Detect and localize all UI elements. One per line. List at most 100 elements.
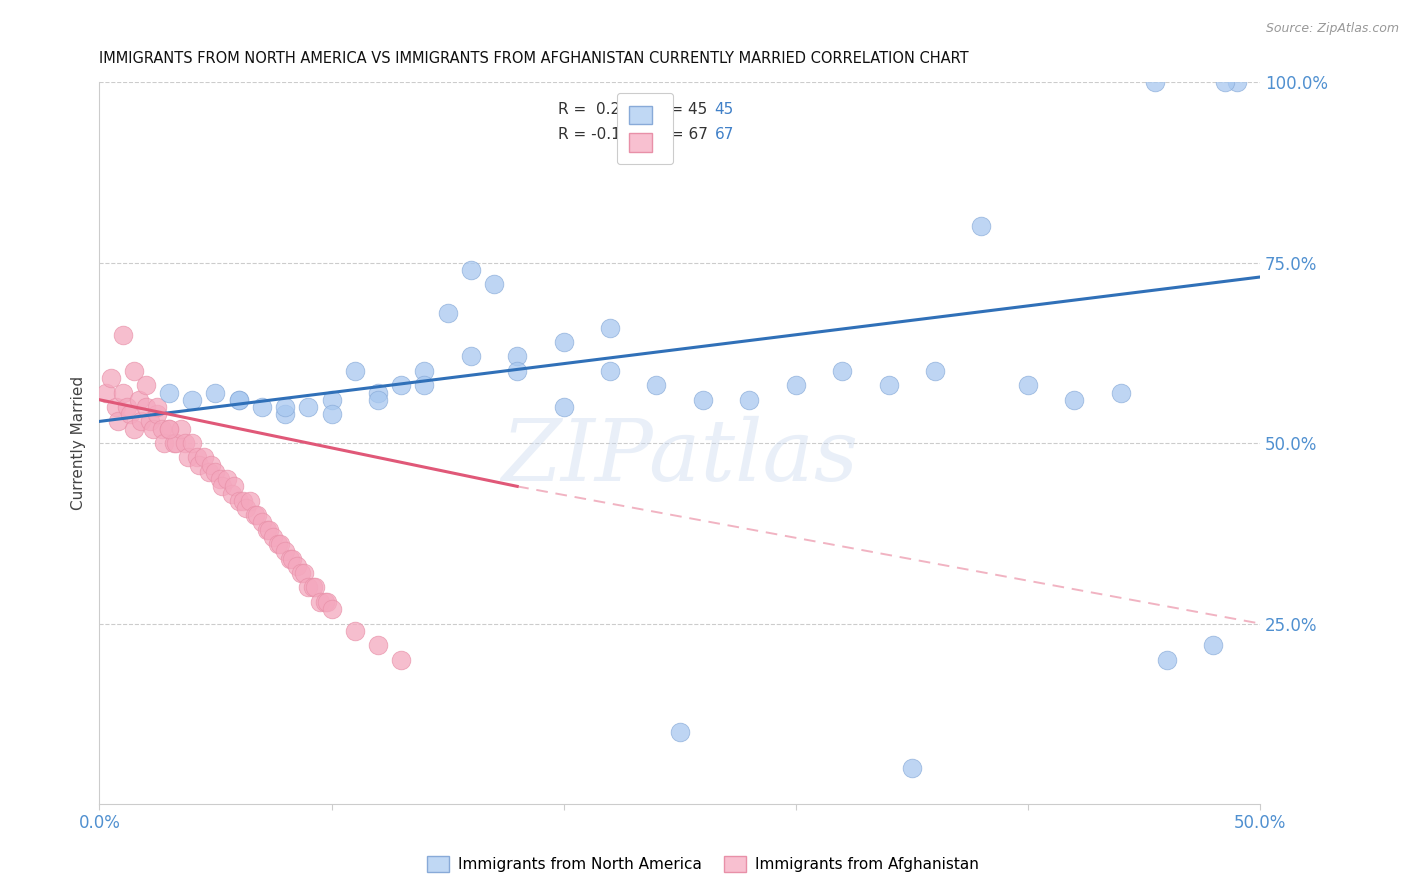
Text: ZIPatlas: ZIPatlas [501, 417, 858, 499]
Point [274, 544, 297, 558]
Point [304, 581, 326, 595]
Point [367, 385, 389, 400]
Point [482, 277, 505, 292]
Point [281, 551, 304, 566]
Point [269, 537, 291, 551]
Point [222, 479, 245, 493]
Point [193, 450, 215, 465]
Point [297, 400, 319, 414]
Point [302, 581, 325, 595]
Point [153, 436, 176, 450]
Point [118, 407, 141, 421]
Point [197, 465, 219, 479]
Point [250, 516, 273, 530]
Text: 45: 45 [714, 102, 734, 117]
Point [135, 378, 157, 392]
Point [1109, 385, 1132, 400]
Point [186, 450, 208, 465]
Point [343, 364, 366, 378]
Point [139, 414, 162, 428]
Point [315, 595, 337, 609]
Point [111, 327, 134, 342]
Point [200, 458, 222, 472]
Point [257, 523, 280, 537]
Point [738, 392, 761, 407]
Point [389, 652, 412, 666]
Point [436, 306, 458, 320]
Point [122, 364, 145, 378]
Point [321, 392, 343, 407]
Point [1202, 638, 1225, 652]
Legend: Immigrants from North America, Immigrants from Afghanistan: Immigrants from North America, Immigrant… [419, 848, 987, 880]
Point [104, 400, 127, 414]
Point [135, 400, 157, 414]
Point [506, 350, 529, 364]
Point [263, 530, 285, 544]
Point [157, 385, 180, 400]
Point [117, 400, 139, 414]
Point [243, 508, 266, 523]
Point [1017, 378, 1039, 392]
Point [314, 595, 336, 609]
Point [285, 558, 308, 573]
Point [343, 624, 366, 638]
Point [1144, 75, 1167, 89]
Point [645, 378, 668, 392]
Text: R = -0.170   N = 67: R = -0.170 N = 67 [558, 127, 707, 142]
Point [1063, 392, 1085, 407]
Point [163, 436, 186, 450]
Point [217, 472, 239, 486]
Point [142, 422, 165, 436]
Text: R =  0.231   N = 45: R = 0.231 N = 45 [558, 102, 707, 117]
Point [169, 422, 191, 436]
Point [181, 392, 204, 407]
Point [209, 472, 232, 486]
Point [146, 407, 169, 421]
Point [553, 400, 575, 414]
Point [274, 407, 297, 421]
Point [367, 638, 389, 652]
Point [246, 508, 269, 523]
Point [1226, 75, 1249, 89]
Point [389, 378, 412, 392]
Point [831, 364, 853, 378]
Point [174, 436, 197, 450]
Point [367, 392, 389, 407]
Point [157, 422, 180, 436]
Point [111, 385, 134, 400]
Point [211, 479, 233, 493]
Point [274, 400, 297, 414]
Legend: , : , [617, 94, 673, 164]
Point [157, 422, 180, 436]
Point [1156, 652, 1178, 666]
Point [321, 602, 343, 616]
Point [250, 400, 273, 414]
Point [599, 364, 621, 378]
Point [692, 392, 714, 407]
Point [292, 566, 315, 580]
Point [256, 523, 278, 537]
Point [278, 551, 301, 566]
Point [506, 364, 529, 378]
Point [146, 400, 169, 414]
Point [553, 334, 575, 349]
Point [413, 378, 436, 392]
Y-axis label: Currently Married: Currently Married [72, 376, 86, 510]
Point [235, 501, 257, 516]
Point [122, 422, 145, 436]
Point [877, 378, 900, 392]
Point [309, 595, 332, 609]
Point [239, 493, 262, 508]
Point [96, 385, 118, 400]
Point [460, 350, 482, 364]
Point [900, 761, 922, 775]
Point [668, 724, 690, 739]
Point [228, 392, 250, 407]
Point [228, 392, 250, 407]
Point [599, 320, 621, 334]
Point [924, 364, 946, 378]
Point [413, 364, 436, 378]
Point [188, 458, 211, 472]
Text: IMMIGRANTS FROM NORTH AMERICA VS IMMIGRANTS FROM AFGHANISTAN CURRENTLY MARRIED C: IMMIGRANTS FROM NORTH AMERICA VS IMMIGRA… [100, 51, 969, 66]
Point [290, 566, 312, 580]
